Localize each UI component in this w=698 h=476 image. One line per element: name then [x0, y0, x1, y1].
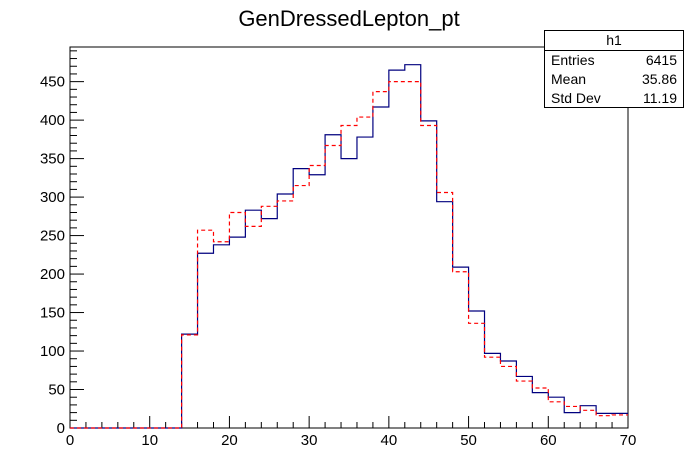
stats-label: Entries: [551, 52, 595, 68]
x-tick-label: 10: [141, 432, 158, 449]
histogram-series-2: [70, 81, 628, 429]
x-tick-label: 70: [620, 432, 637, 449]
x-tick-label: 50: [460, 432, 477, 449]
x-tick-label: 0: [66, 432, 74, 449]
y-tick-label: 450: [40, 74, 65, 91]
y-tick-label: 200: [40, 266, 65, 283]
stats-row-mean: Mean 35.86: [545, 70, 683, 89]
x-tick-label: 20: [221, 432, 238, 449]
axes: 0 10 20 30 40 50 60 70 0 50 100 150 200 250 300 350 400 4…: [40, 50, 637, 449]
y-tick-label: 300: [40, 189, 65, 206]
stats-row-entries: Entries 6415: [545, 51, 683, 70]
plot-frame: [69, 46, 629, 429]
stats-value: 6415: [645, 52, 677, 68]
chart-title: GenDressedLepton_pt: [238, 6, 459, 31]
stats-label: Mean: [551, 71, 587, 87]
x-tick-label: 60: [540, 432, 557, 449]
x-tick-label: 40: [381, 432, 398, 449]
y-tick-label: 150: [40, 305, 65, 322]
y-tick-label: 100: [40, 343, 65, 360]
stats-value: 35.86: [641, 71, 677, 87]
y-tick-label: 50: [48, 382, 65, 399]
y-tick-label: 0: [57, 420, 65, 437]
x-tick-label: 30: [301, 432, 318, 449]
y-tick-label: 350: [40, 151, 65, 168]
stats-row-stddev: Std Dev 11.19: [545, 89, 683, 108]
series-layer: [70, 64, 628, 429]
stats-title: h1: [545, 31, 683, 51]
stats-label: Std Dev: [551, 90, 601, 106]
y-tick-label: 400: [40, 112, 65, 129]
stats-value: 11.19: [643, 90, 677, 106]
stats-box: h1 Entries 6415 Mean 35.86 Std Dev 11.19: [544, 30, 684, 108]
y-tick-label: 250: [40, 228, 65, 245]
